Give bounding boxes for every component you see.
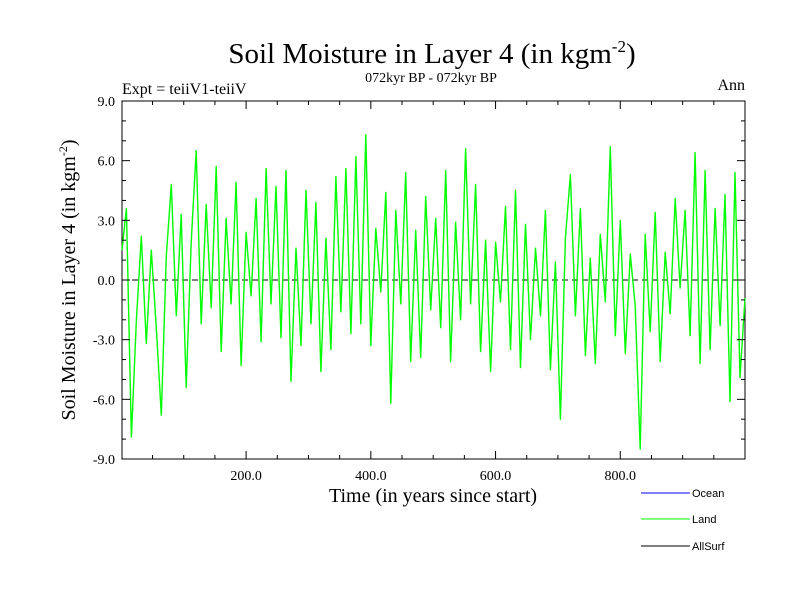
- y-tick-label: -9.0: [93, 453, 115, 468]
- x-tick-label: 200.0: [230, 469, 262, 484]
- x-axis-label: Time (in years since start): [329, 485, 537, 507]
- x-tick-label: 800.0: [605, 469, 637, 484]
- chart-subtitle: 072kyr BP - 072kyr BP: [365, 71, 497, 86]
- experiment-note: Expt = teiiV1-teiiV: [122, 81, 247, 98]
- y-tick-label: 9.0: [98, 95, 116, 110]
- legend-label-land: Land: [692, 514, 716, 526]
- chart-title: Soil Moisture in Layer 4 (in kgm-2): [228, 37, 635, 70]
- x-tick-label: 600.0: [480, 469, 512, 484]
- legend-label-allsurf: AllSurf: [692, 541, 725, 553]
- y-tick-label: 0.0: [98, 274, 116, 289]
- x-tick-label: 400.0: [355, 469, 387, 484]
- y-tick-label: 6.0: [98, 155, 116, 170]
- y-tick-label: 3.0: [98, 214, 116, 229]
- y-tick-label: -3.0: [93, 334, 115, 349]
- season-note: Ann: [717, 77, 745, 94]
- y-tick-label: -6.0: [93, 393, 115, 408]
- legend: Ocean Land AllSurf: [641, 488, 725, 553]
- legend-label-ocean: Ocean: [692, 488, 724, 500]
- series-line-land: [121, 134, 746, 450]
- y-axis-label: Soil Moisture in Layer 4 (in kgm-2): [56, 139, 80, 420]
